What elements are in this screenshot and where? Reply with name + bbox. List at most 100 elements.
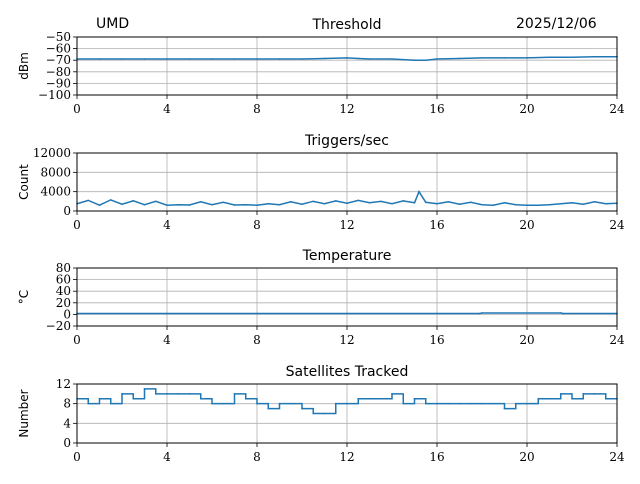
y-tick-label: −20 [46, 319, 71, 333]
y-tick-label: 0 [63, 436, 71, 450]
data-point [604, 397, 607, 400]
data-point [98, 58, 101, 60]
data-point [301, 58, 303, 60]
data-point [469, 201, 472, 204]
y-axis-label: dBm [17, 52, 31, 80]
chart-title: Temperature [302, 248, 392, 264]
data-point [548, 56, 551, 59]
series-line-2 [77, 312, 617, 315]
x-tick-label: 8 [253, 218, 261, 232]
data-point [188, 58, 191, 60]
data-point [98, 204, 101, 206]
data-point [188, 204, 191, 206]
data-point [481, 57, 483, 59]
data-point [222, 402, 225, 405]
data-point [537, 204, 540, 206]
data-point [469, 402, 472, 405]
data-point [109, 199, 112, 201]
data-point [301, 407, 303, 410]
data-point [357, 199, 360, 202]
data-point [436, 58, 438, 60]
data-point [413, 201, 416, 204]
series-line-1 [76, 190, 618, 207]
data-point [256, 312, 258, 315]
x-tick-label: 4 [163, 333, 171, 347]
x-tick-label: 20 [519, 333, 534, 347]
data-point [436, 202, 438, 205]
data-point [199, 397, 202, 400]
axes-frame [76, 383, 618, 444]
data-point [132, 200, 135, 202]
data-point [323, 412, 326, 415]
x-tick-label: 24 [609, 218, 625, 232]
data-point [312, 200, 315, 203]
data-point [143, 58, 146, 60]
data-point [334, 402, 337, 405]
data-point [98, 397, 101, 400]
data-point [481, 203, 483, 206]
data-point [447, 402, 450, 405]
y-tick-label: 4 [63, 416, 71, 430]
x-tick-label: 4 [163, 102, 171, 116]
x-tick-label: 24 [609, 333, 625, 347]
data-point [424, 402, 427, 405]
data-point [188, 393, 191, 395]
data-point [267, 407, 270, 410]
data-point [357, 57, 360, 60]
data-point [526, 57, 528, 59]
data-point [562, 312, 564, 315]
data-point [503, 57, 506, 59]
x-tick-label: 12 [339, 333, 354, 347]
data-point [418, 190, 420, 193]
x-tick-label: 0 [73, 450, 81, 464]
axes-frame [76, 267, 618, 327]
data-point [166, 312, 168, 315]
data-point [177, 393, 180, 395]
data-point [256, 204, 258, 206]
data-point [368, 397, 371, 400]
data-point [222, 201, 225, 204]
x-tick-label: 8 [253, 102, 261, 116]
data-point [514, 402, 517, 405]
data-point [478, 312, 481, 315]
y-tick-label: 80 [56, 261, 71, 275]
data-point [503, 407, 506, 410]
data-point [132, 397, 135, 400]
data-point [211, 58, 213, 60]
data-point [458, 57, 461, 60]
data-point [121, 203, 123, 206]
data-point [143, 203, 146, 206]
data-point [177, 203, 180, 206]
y-axis-label: Count [17, 164, 31, 200]
data-point [424, 201, 427, 204]
y-tick-label: 40 [56, 284, 71, 298]
x-tick-label: 0 [73, 218, 81, 232]
data-point [379, 397, 382, 400]
data-point [323, 202, 326, 205]
y-axis-label: °C [17, 290, 31, 304]
x-tick-label: 20 [519, 218, 534, 232]
data-point [559, 202, 562, 205]
data-point [154, 200, 157, 203]
data-point [143, 388, 146, 390]
data-point [537, 397, 540, 400]
data-point [211, 203, 213, 206]
x-tick-label: 12 [339, 218, 354, 232]
data-point [559, 393, 562, 395]
data-point [458, 203, 461, 206]
data-point [391, 202, 393, 205]
data-point [166, 204, 168, 206]
data-point [571, 56, 573, 59]
chart-title: Threshold [312, 17, 382, 33]
y-tick-label: −100 [38, 88, 71, 102]
y-axis-label: Number [17, 389, 31, 437]
data-point [244, 397, 247, 400]
series-line-3 [77, 388, 617, 415]
data-point [323, 57, 326, 60]
y-tick-label: −50 [46, 30, 71, 44]
x-tick-label: 24 [609, 102, 625, 116]
data-point [166, 58, 168, 60]
data-point [121, 58, 123, 60]
data-point [413, 59, 416, 61]
data-point [548, 203, 551, 206]
